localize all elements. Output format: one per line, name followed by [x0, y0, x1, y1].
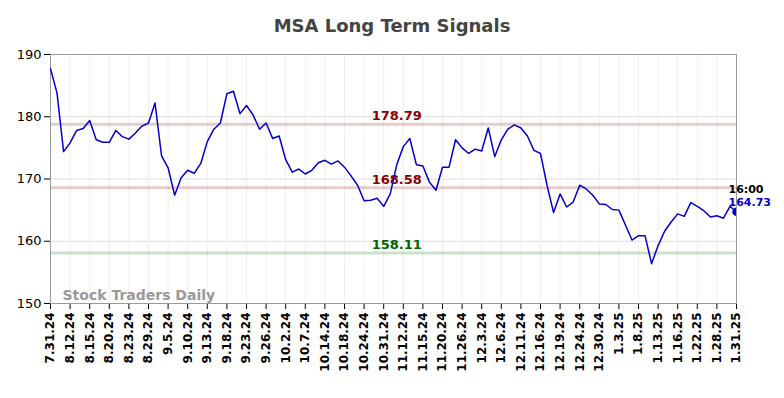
svg-text:Stock Traders Daily: Stock Traders Daily: [63, 287, 216, 303]
svg-text:16:00: 16:00: [729, 183, 764, 196]
svg-text:8.12.24: 8.12.24: [63, 313, 77, 364]
svg-text:11.15.24: 11.15.24: [416, 313, 430, 372]
svg-text:178.79: 178.79: [372, 108, 422, 123]
svg-text:8.15.24: 8.15.24: [83, 313, 97, 364]
svg-text:9.13.24: 9.13.24: [200, 313, 214, 364]
svg-text:11.12.24: 11.12.24: [396, 313, 410, 372]
svg-text:1.8.25: 1.8.25: [631, 313, 645, 356]
svg-text:8.23.24: 8.23.24: [122, 313, 136, 364]
svg-text:10.31.24: 10.31.24: [377, 313, 391, 372]
svg-text:7.31.24: 7.31.24: [43, 313, 57, 364]
svg-text:9.10.24: 9.10.24: [181, 313, 195, 364]
svg-text:10.24.24: 10.24.24: [357, 313, 371, 372]
svg-text:160: 160: [17, 233, 42, 248]
svg-text:1.16.25: 1.16.25: [671, 313, 685, 364]
svg-text:164.73: 164.73: [729, 196, 771, 209]
svg-text:12.30.24: 12.30.24: [592, 313, 606, 372]
svg-text:1.13.25: 1.13.25: [651, 313, 665, 364]
svg-text:9.26.24: 9.26.24: [259, 313, 273, 364]
svg-text:170: 170: [17, 171, 42, 186]
svg-text:10.14.24: 10.14.24: [318, 313, 332, 372]
svg-text:10.2.24: 10.2.24: [279, 313, 293, 364]
svg-text:180: 180: [17, 109, 42, 124]
svg-text:9.18.24: 9.18.24: [220, 313, 234, 364]
svg-text:11.26.24: 11.26.24: [455, 313, 469, 372]
svg-text:12.11.24: 12.11.24: [514, 313, 528, 372]
svg-text:158.11: 158.11: [372, 237, 422, 252]
svg-text:1.31.25: 1.31.25: [729, 313, 743, 364]
svg-text:150: 150: [17, 296, 42, 311]
svg-text:168.58: 168.58: [372, 172, 422, 187]
svg-text:8.29.24: 8.29.24: [141, 313, 155, 364]
svg-text:1.3.25: 1.3.25: [612, 313, 626, 356]
svg-text:12.16.24: 12.16.24: [533, 313, 547, 372]
svg-text:1.22.25: 1.22.25: [690, 313, 704, 364]
svg-text:9.5.24: 9.5.24: [161, 313, 175, 356]
html-text:MSA Long Term Signals: MSA Long Term Signals: [273, 15, 511, 36]
svg-text:190: 190: [17, 47, 42, 62]
svg-text:12.3.24: 12.3.24: [475, 313, 489, 364]
svg-text:10.7.24: 10.7.24: [298, 313, 312, 364]
svg-text:12.24.24: 12.24.24: [573, 313, 587, 372]
svg-text:12.6.24: 12.6.24: [494, 313, 508, 364]
svg-text:11.20.24: 11.20.24: [435, 313, 449, 372]
svg-text:1.28.25: 1.28.25: [710, 313, 724, 364]
svg-text:9.23.24: 9.23.24: [239, 313, 253, 364]
svg-text:10.18.24: 10.18.24: [337, 313, 351, 372]
svg-text:8.20.24: 8.20.24: [102, 313, 116, 364]
svg-text:12.19.24: 12.19.24: [553, 313, 567, 372]
